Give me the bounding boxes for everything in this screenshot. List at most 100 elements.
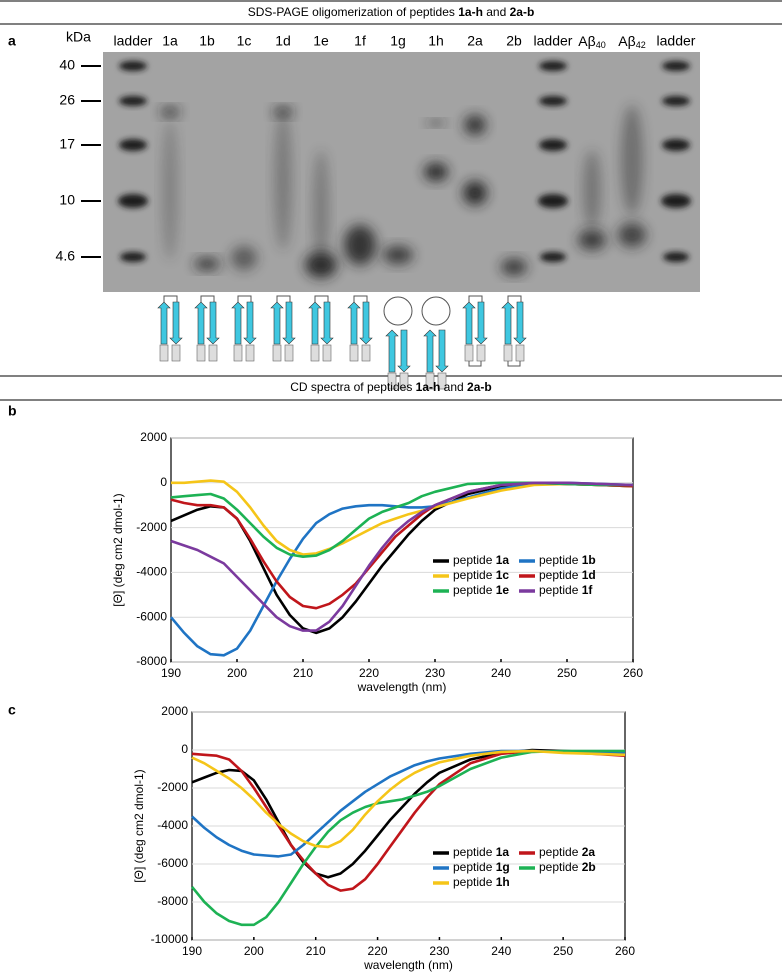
band	[231, 246, 257, 270]
loop	[163, 295, 178, 302]
lane-label: 1h	[428, 33, 444, 49]
x-tick-label: 200	[244, 944, 264, 958]
y-tick-label: -6000	[157, 856, 188, 870]
title-part: 2a-b	[510, 5, 535, 19]
strand	[308, 301, 322, 345]
tail	[322, 344, 332, 362]
strand	[513, 301, 527, 345]
band	[539, 139, 567, 151]
band	[119, 61, 147, 71]
x-tick-label: 220	[368, 944, 388, 958]
loop	[276, 295, 291, 302]
y-tick-label: 2000	[161, 704, 188, 718]
loop	[507, 295, 522, 302]
x-tick-label: 230	[429, 944, 449, 958]
strand	[397, 329, 411, 373]
band	[661, 194, 691, 208]
band	[344, 225, 376, 265]
y-tick-label: -10000	[151, 932, 189, 946]
y-tick-label: -6000	[136, 609, 167, 623]
section-title: SDS-PAGE oligomerization of peptides 1a-…	[248, 5, 535, 19]
tail	[233, 344, 243, 362]
lane-label-main: Aβ	[578, 33, 595, 49]
band	[463, 181, 487, 205]
legend-label: peptide 1h	[453, 875, 510, 889]
band	[538, 194, 568, 208]
peptide-diagrams	[157, 295, 527, 390]
y-tick-label: 0	[181, 742, 188, 756]
tail	[387, 372, 397, 390]
strand	[169, 301, 183, 345]
tail	[310, 344, 320, 362]
x-tick-label: 200	[227, 666, 247, 680]
band	[160, 107, 180, 117]
tail	[272, 344, 282, 362]
series-line	[191, 748, 626, 879]
loop	[468, 295, 483, 302]
marker-label: 26	[59, 92, 75, 108]
title-part: 2a-b	[467, 380, 492, 394]
band	[194, 258, 220, 270]
marker-label: 17	[59, 136, 75, 152]
unit-label: kDa	[66, 29, 91, 45]
lane-label: 1b	[199, 33, 215, 49]
tail	[284, 344, 294, 362]
y-tick-label: -4000	[157, 818, 188, 832]
legend-label: peptide 1a	[453, 553, 509, 567]
link	[507, 361, 521, 367]
lane-label: 1e	[313, 33, 329, 49]
tail	[196, 344, 206, 362]
x-axis-label: wavelength (nm)	[363, 958, 453, 972]
band	[578, 230, 606, 250]
title-part: and	[483, 5, 510, 19]
tail	[464, 344, 474, 362]
band	[583, 150, 601, 230]
series-line	[191, 749, 626, 849]
x-tick-label: 240	[491, 944, 511, 958]
y-tick-label: -2000	[136, 520, 167, 534]
lane-label: 1c	[237, 33, 252, 49]
tail	[159, 344, 169, 362]
band	[118, 194, 148, 208]
band	[662, 96, 690, 106]
link	[468, 361, 482, 367]
y-tick-label: -4000	[136, 565, 167, 579]
band	[120, 252, 146, 262]
lane-label: ladder	[114, 33, 153, 49]
loop	[200, 295, 215, 302]
x-axis-label: wavelength (nm)	[357, 680, 447, 694]
series-line	[171, 479, 634, 556]
title-part: 1a-h	[458, 5, 483, 19]
legend-label: peptide 1a	[453, 845, 509, 859]
band	[119, 139, 147, 151]
band	[313, 150, 329, 270]
section-title: CD spectra of peptides 1a-h and 2a-b	[290, 380, 491, 394]
band	[663, 252, 689, 262]
band	[274, 110, 292, 250]
x-tick-label: 250	[557, 666, 577, 680]
legend-label: peptide 1d	[539, 568, 596, 582]
y-tick-label: -2000	[157, 780, 188, 794]
band	[662, 61, 690, 71]
legend-label: peptide 2b	[539, 860, 596, 874]
y-tick-label: 0	[160, 475, 167, 489]
legend-label: peptide 1e	[453, 583, 509, 597]
tail	[437, 372, 447, 390]
band	[618, 223, 646, 247]
plot-area	[170, 437, 634, 663]
strand	[157, 301, 171, 345]
strand	[423, 329, 437, 373]
x-tick-label: 250	[553, 944, 573, 958]
band	[162, 120, 178, 260]
tail	[245, 344, 255, 362]
lane-label-sub: 42	[636, 40, 646, 50]
tail	[208, 344, 218, 362]
strand	[474, 301, 488, 345]
strand	[231, 301, 245, 345]
tail	[515, 344, 525, 362]
legend-label: peptide 1b	[539, 553, 596, 567]
strand	[462, 301, 476, 345]
strand	[243, 301, 257, 345]
y-axis-label: [Θ] (deg cm2 dmol-1)	[132, 769, 146, 882]
loop	[421, 296, 451, 326]
